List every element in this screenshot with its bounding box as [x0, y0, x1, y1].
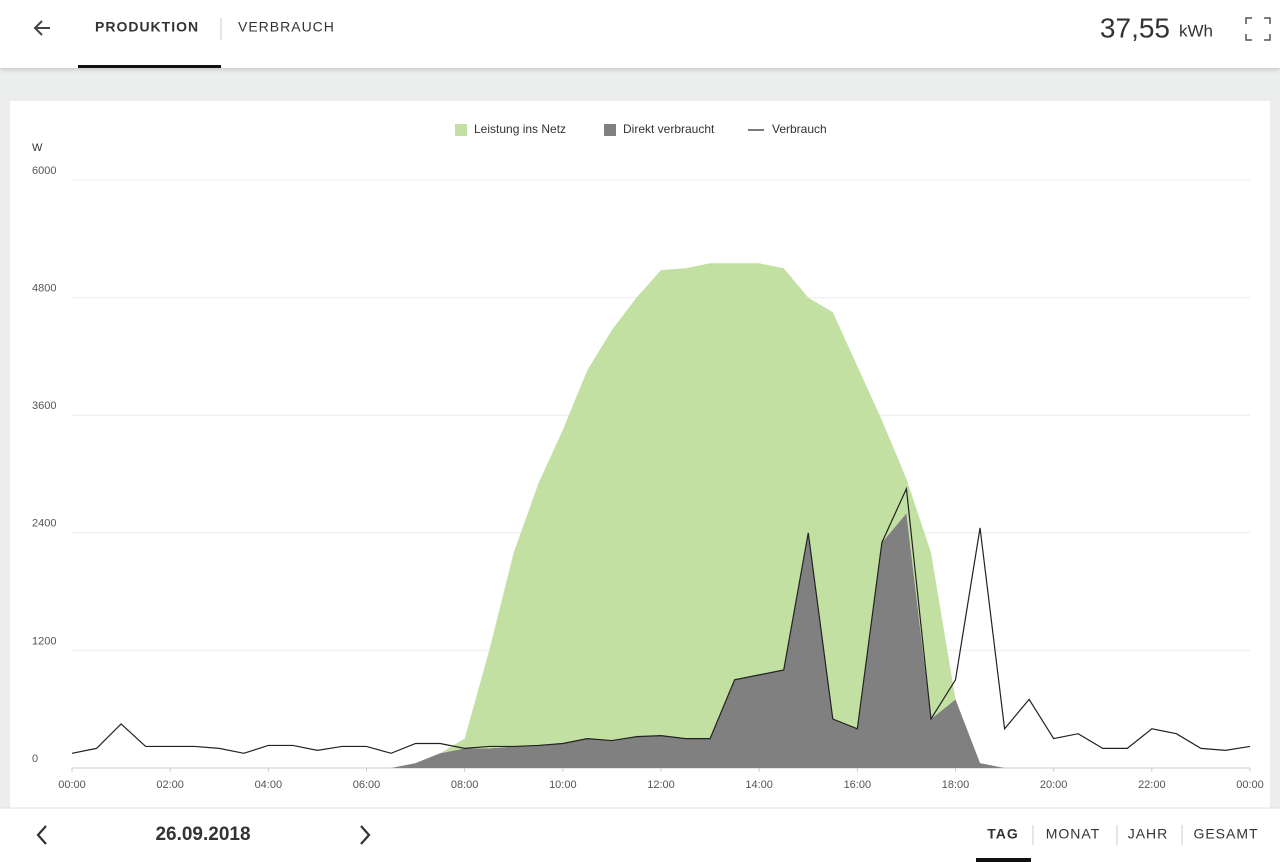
x-tick-label: 16:00 [844, 779, 872, 791]
x-tick-label: 22:00 [1138, 779, 1166, 791]
x-tick-label: 00:00 [58, 779, 86, 791]
range-tab[interactable]: GESAMT [1193, 826, 1258, 842]
tab-underline [78, 65, 221, 68]
y-tick-label: 0 [32, 753, 38, 765]
line [71, 486, 1251, 754]
y-tick-label: 1200 [32, 635, 56, 647]
prev-button[interactable] [36, 825, 47, 845]
range-underline [976, 858, 1031, 862]
x-tick-label: 10:00 [549, 779, 577, 791]
y-tick-label: 3600 [32, 400, 56, 412]
x-tick-label: 08:00 [451, 779, 479, 791]
fullscreen-button[interactable] [1245, 17, 1271, 41]
y-tick-label: 2400 [32, 518, 56, 530]
footer-bar [0, 808, 1280, 862]
x-tick-label: 14:00 [745, 779, 773, 791]
legend-label: Verbrauch [772, 122, 827, 136]
x-tick-label: 12:00 [647, 779, 675, 791]
total-value: 37,55 [1100, 12, 1170, 43]
legend-swatch [455, 124, 467, 136]
header-bar [0, 0, 1280, 68]
chart: W 0 1200 2400 3600 4800 6000 00:00 02:00 04:00 06… [32, 122, 1264, 791]
legend-label: Leistung ins Netz [474, 122, 566, 136]
legend-label: Direkt verbraucht [623, 122, 715, 136]
y-tick-label: 6000 [32, 165, 56, 177]
tab[interactable]: VERBRAUCH [238, 19, 335, 35]
area [72, 263, 1250, 768]
range-tab[interactable]: MONAT [1046, 826, 1101, 842]
tab-active[interactable]: PRODUKTION [95, 19, 199, 35]
x-tick-label: 02:00 [156, 779, 184, 791]
range-tab-active[interactable]: TAG [987, 826, 1019, 842]
x-tick-label: 06:00 [353, 779, 381, 791]
date: 26.09.2018 [155, 824, 250, 845]
y-axis-unit: W [32, 142, 43, 154]
x-tick-label: 18:00 [942, 779, 970, 791]
range-tab[interactable]: JAHR [1128, 826, 1169, 842]
legend-swatch [604, 124, 616, 136]
area [72, 513, 1250, 768]
back-button[interactable] [33, 20, 50, 36]
total-unit: kWh [1179, 21, 1213, 40]
x-tick-label: 00:00 [1236, 779, 1264, 791]
next-button[interactable] [360, 825, 371, 845]
x-tick-label: 20:00 [1040, 779, 1068, 791]
x-tick-label: 04:00 [255, 779, 283, 791]
y-tick-label: 4800 [32, 283, 56, 295]
